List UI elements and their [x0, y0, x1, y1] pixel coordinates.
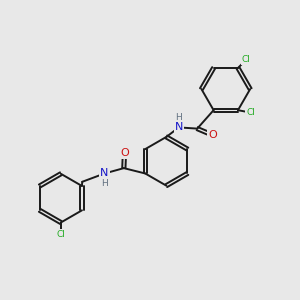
Text: H: H — [176, 112, 182, 122]
Text: Cl: Cl — [242, 55, 251, 64]
Text: N: N — [175, 122, 183, 132]
Text: Cl: Cl — [246, 108, 255, 117]
Text: O: O — [120, 148, 129, 158]
Text: H: H — [101, 179, 108, 188]
Text: N: N — [100, 169, 109, 178]
Text: Cl: Cl — [56, 230, 65, 239]
Text: O: O — [208, 130, 217, 140]
